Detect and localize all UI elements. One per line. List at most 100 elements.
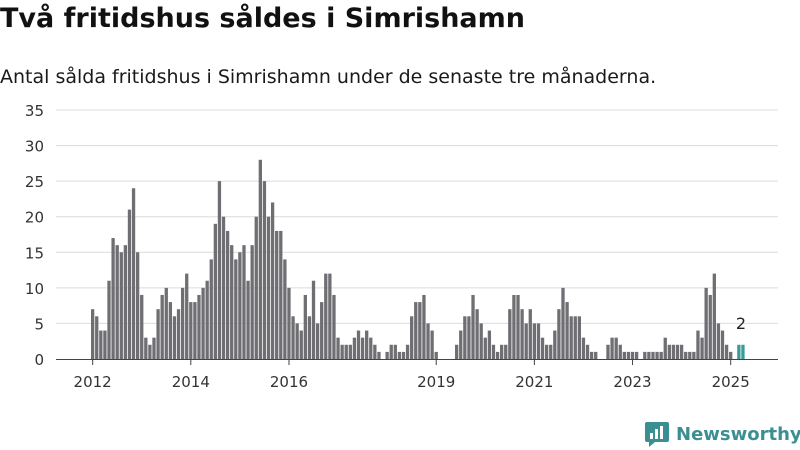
bar: [401, 351, 406, 359]
bar: [221, 216, 226, 359]
bar-highlight: [737, 344, 741, 359]
bar: [557, 309, 561, 359]
bar: [479, 323, 483, 359]
bar: [651, 351, 655, 359]
bar: [504, 344, 508, 359]
bar: [500, 344, 504, 359]
bar: [144, 337, 148, 359]
bar: [123, 245, 128, 359]
bar: [720, 330, 725, 359]
x-tick-label: 2025: [712, 373, 750, 391]
bar: [172, 316, 177, 359]
bar: [516, 294, 520, 359]
bar: [275, 230, 279, 359]
bar: [279, 230, 283, 359]
bar: [577, 316, 582, 359]
bar: [688, 351, 692, 359]
bar: [696, 330, 700, 359]
bar: [729, 351, 733, 359]
bar: [410, 316, 414, 359]
bar: [135, 252, 140, 359]
bar: [585, 344, 590, 359]
y-tick-label: 5: [34, 315, 44, 333]
bar: [315, 323, 320, 359]
bar: [512, 294, 516, 359]
bar: [463, 316, 467, 359]
bar: [630, 351, 635, 359]
bar: [520, 309, 524, 359]
bar: [544, 344, 549, 359]
bar: [205, 280, 209, 359]
bar: [356, 330, 361, 359]
y-tick-label: 15: [25, 244, 44, 262]
bar: [168, 302, 173, 359]
bar: [553, 330, 557, 359]
bar: [708, 294, 712, 359]
bar: [475, 309, 479, 359]
bar: [671, 344, 676, 359]
bar: [422, 294, 426, 359]
y-axis-labels: 0 5 10 15 20 25 30 35: [25, 102, 44, 369]
bar: [156, 309, 160, 359]
bar: [107, 280, 111, 359]
bar: [365, 330, 369, 359]
bar: [405, 344, 410, 359]
bar: [565, 302, 569, 359]
bar: [594, 351, 598, 359]
bar: [160, 294, 164, 359]
bar: [663, 337, 667, 359]
bar: [426, 323, 430, 359]
bar: [459, 330, 463, 359]
bar: [324, 273, 328, 359]
bar: [152, 337, 156, 359]
bar: [692, 351, 696, 359]
bar: [246, 280, 250, 359]
bar: [164, 287, 168, 359]
bar: [606, 344, 610, 359]
x-tick-label: 2023: [613, 373, 651, 391]
bar: [230, 245, 234, 359]
brand-name: Newsworthy: [676, 423, 800, 445]
x-tick-label: 2014: [172, 373, 210, 391]
bar: [344, 344, 348, 359]
bar: [573, 316, 577, 359]
chart-title: Två fritidshus såldes i Simrishamn: [0, 3, 526, 34]
y-tick-label: 35: [25, 102, 44, 120]
bar: [295, 323, 299, 359]
bar: [95, 316, 99, 359]
y-tick-label: 20: [25, 209, 44, 227]
bar: [618, 344, 622, 359]
newsworthy-logo-icon: [645, 422, 669, 447]
y-tick-label: 30: [25, 138, 44, 156]
bar: [291, 316, 295, 359]
bar: [180, 287, 185, 359]
bar: [140, 294, 144, 359]
bar: [119, 252, 123, 359]
brand-logo[interactable]: Newsworthy: [644, 420, 800, 448]
y-tick-label: 10: [25, 280, 44, 298]
bar: [712, 273, 716, 359]
bar: [340, 344, 344, 359]
bar: [254, 216, 258, 359]
bar: [131, 188, 136, 359]
bar: [659, 351, 663, 359]
grid-lines: [56, 109, 778, 324]
bar: [217, 181, 222, 359]
bar: [209, 259, 213, 359]
bar: [716, 323, 721, 359]
bar: [234, 259, 238, 359]
bar: [266, 216, 271, 359]
y-tick-label: 0: [34, 351, 44, 369]
bar: [283, 259, 287, 359]
bar: [467, 316, 471, 359]
bar: [561, 287, 565, 359]
bar: [303, 294, 307, 359]
bar: [127, 209, 132, 359]
bar: [185, 273, 189, 359]
bar: [655, 351, 659, 359]
x-tick-label: 2012: [74, 373, 112, 391]
bar: [610, 337, 614, 359]
bar: [99, 330, 103, 359]
bar: [622, 351, 626, 359]
bar: [332, 294, 336, 359]
